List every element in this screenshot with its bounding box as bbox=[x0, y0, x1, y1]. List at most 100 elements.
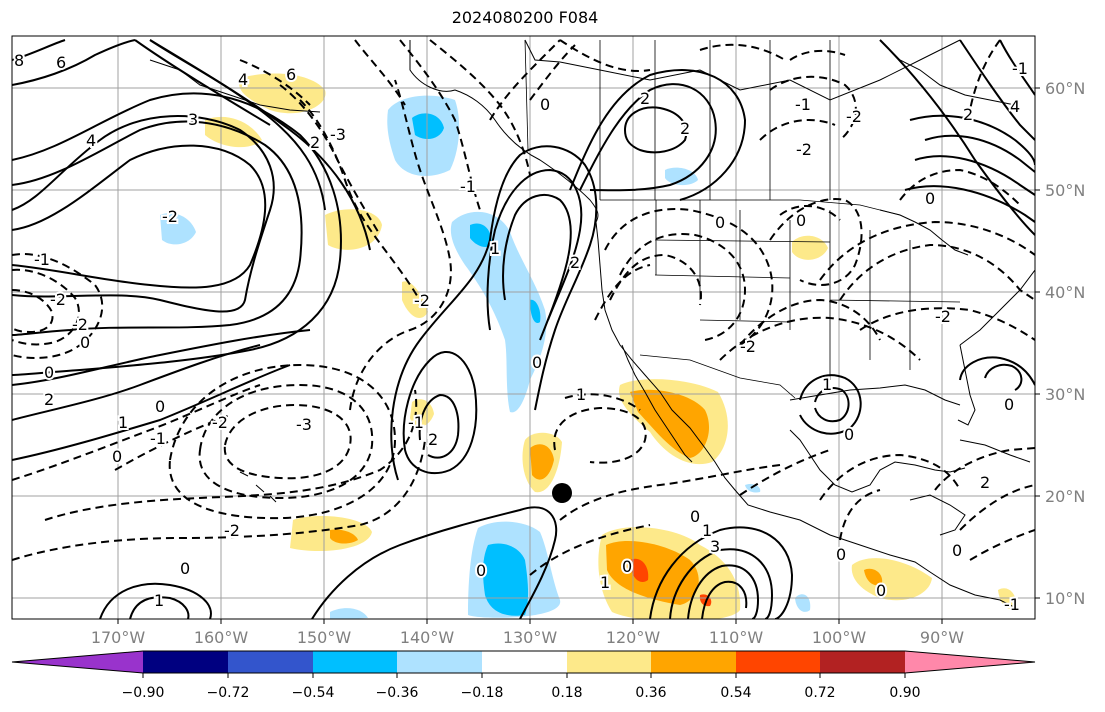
contour-dash-46 bbox=[699, 43, 786, 61]
contour-solid-9 bbox=[12, 364, 291, 461]
contour-label: -1 bbox=[1012, 59, 1028, 78]
contour-dash-32 bbox=[553, 406, 647, 464]
shade-neg-3 bbox=[160, 213, 196, 245]
contour-solid-11 bbox=[402, 350, 478, 475]
colorbar-extend-max bbox=[905, 651, 1035, 673]
contour-dash-14 bbox=[239, 59, 311, 106]
coast-alaska bbox=[409, 40, 599, 223]
contour-label: -3 bbox=[330, 125, 346, 144]
contour-solid-12 bbox=[418, 393, 460, 459]
contour-solid-36 bbox=[999, 39, 1035, 96]
contour-dash-31 bbox=[859, 307, 1035, 341]
contour-dash-7 bbox=[44, 389, 418, 521]
contour-solid-29 bbox=[984, 363, 1023, 391]
shade-neg-5 bbox=[665, 167, 698, 186]
contour-solid-28 bbox=[959, 356, 1035, 386]
contour-dash-1 bbox=[12, 253, 104, 359]
contour-label: 2 bbox=[44, 390, 54, 409]
contour-dash-23 bbox=[609, 253, 702, 306]
coastlines bbox=[149, 39, 1035, 611]
shade-pos-2 bbox=[205, 116, 262, 148]
contour-solid-18 bbox=[569, 69, 747, 201]
shade-neg-deep-4 bbox=[530, 299, 541, 324]
colorbar-tick-label: 0.54 bbox=[720, 685, 751, 701]
coast-hawaii bbox=[239, 471, 277, 503]
border-us-canada bbox=[600, 199, 901, 216]
colorbar-tick-label: −0.90 bbox=[122, 685, 165, 701]
longitude-axis: 170°W 160°W 150°W 140°W 130°W 120°W 110°… bbox=[91, 619, 964, 647]
colorbar-segment bbox=[736, 651, 820, 673]
colorbar-segment bbox=[397, 651, 482, 673]
location-marker bbox=[552, 483, 572, 503]
contours-solid bbox=[12, 39, 1035, 619]
colorbar-tick-label: 0.72 bbox=[804, 685, 835, 701]
contour-solid-17 bbox=[624, 106, 688, 154]
lon-label: 120°W bbox=[606, 628, 661, 647]
colorbar-tick-label: 0.90 bbox=[889, 685, 920, 701]
contour-label: -2 bbox=[935, 307, 951, 326]
contour-dash-36 bbox=[739, 449, 831, 496]
contour-label: 1 bbox=[490, 239, 500, 258]
contour-label: 1 bbox=[702, 521, 712, 540]
contour-solid-3 bbox=[12, 120, 303, 336]
border-states bbox=[654, 200, 961, 380]
lat-label: 50°N bbox=[1045, 181, 1085, 200]
contour-label: 0 bbox=[952, 541, 962, 560]
contour-dash-26 bbox=[719, 316, 921, 361]
shade-neg-deep-2 bbox=[470, 223, 492, 248]
contour-dash-35 bbox=[529, 524, 651, 576]
colorbar-segment bbox=[482, 651, 567, 673]
contour-dash-6 bbox=[168, 363, 397, 520]
shade-neg-7 bbox=[330, 608, 368, 619]
contour-solid-23 bbox=[669, 548, 774, 619]
contour-label: 0 bbox=[622, 557, 632, 576]
contour-label: 0 bbox=[836, 545, 846, 564]
contour-label: -2 bbox=[50, 290, 66, 309]
shade-neg-8 bbox=[745, 483, 761, 493]
contour-solid-25 bbox=[701, 580, 748, 619]
coast-alaska-north bbox=[524, 39, 961, 101]
shade-pos-1 bbox=[239, 73, 326, 114]
contour-label: 0 bbox=[690, 507, 700, 526]
contour-solid-20 bbox=[99, 582, 212, 619]
shade-neg-6 bbox=[795, 594, 811, 612]
political-borders bbox=[524, 39, 961, 399]
contour-dash-4 bbox=[223, 403, 352, 480]
shade-neg-2 bbox=[450, 211, 547, 413]
shade-pos-orange-4 bbox=[330, 529, 358, 544]
coast-east bbox=[959, 269, 1035, 346]
contour-label: -2 bbox=[796, 140, 812, 159]
contour-dash-22 bbox=[619, 233, 747, 341]
lat-label: 40°N bbox=[1045, 283, 1085, 302]
contour-label: 8 bbox=[14, 51, 24, 70]
contour-label: 6 bbox=[286, 65, 296, 84]
contour-label: 2 bbox=[428, 430, 438, 449]
contour-solid-15 bbox=[502, 194, 572, 341]
contour-dash-43 bbox=[769, 75, 857, 141]
contour-label: 4 bbox=[238, 70, 248, 89]
contour-label: 1 bbox=[154, 591, 164, 610]
contour-label: 0 bbox=[844, 425, 854, 444]
contour-label: -3 bbox=[296, 415, 312, 434]
contour-solid-31 bbox=[909, 114, 1035, 166]
contour-dash-27 bbox=[769, 198, 863, 286]
lon-label: 110°W bbox=[709, 628, 764, 647]
contour-label: 2 bbox=[570, 253, 580, 272]
contour-label: 0 bbox=[112, 447, 122, 466]
contour-label: 0 bbox=[155, 397, 165, 416]
coast-gulf-north bbox=[789, 384, 961, 406]
contour-dash-45 bbox=[789, 49, 846, 61]
lon-label: 130°W bbox=[503, 628, 558, 647]
map-frame bbox=[11, 35, 1036, 620]
contour-label: -2 bbox=[740, 337, 756, 356]
contour-label: 2 bbox=[640, 89, 650, 108]
colorbar-tick-label: −0.18 bbox=[461, 685, 504, 701]
contour-dash-9 bbox=[12, 384, 261, 481]
contour-label: -1 bbox=[408, 413, 424, 432]
colorbar-tick-label: 0.36 bbox=[635, 685, 666, 701]
border-alaska-canada bbox=[524, 39, 529, 151]
contour-dash-28 bbox=[779, 204, 841, 221]
contour-label: 0 bbox=[876, 581, 886, 600]
contour-dash-17 bbox=[354, 39, 406, 106]
contour-label: -2 bbox=[212, 413, 228, 432]
